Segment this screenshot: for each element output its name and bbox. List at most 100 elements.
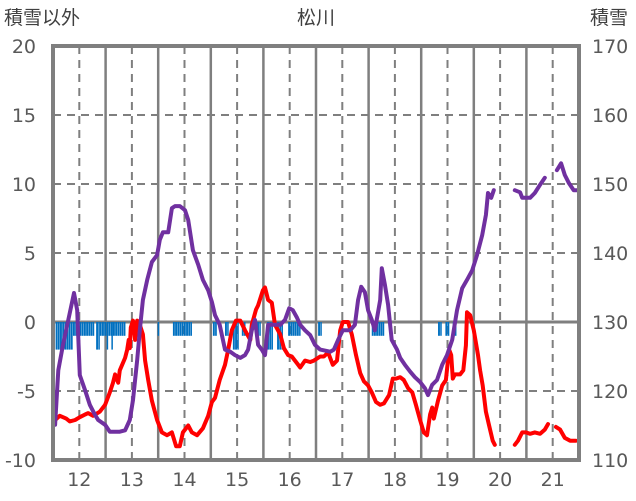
tick-labels: 12 13 14 15 16 17 18 19 20 21 20 15 10 5 0 -5 -10 170 160 1… bbox=[5, 36, 628, 491]
precip-bar bbox=[60, 322, 62, 350]
precip-bar bbox=[96, 322, 99, 350]
y-right-tick-label: 150 bbox=[592, 174, 628, 196]
precip-bar bbox=[292, 322, 295, 336]
precip-bar bbox=[99, 322, 102, 336]
precip-bar bbox=[177, 322, 180, 336]
precip-bar bbox=[269, 322, 272, 350]
left-axis-label: 積雪以外 bbox=[4, 7, 80, 29]
precip-bar bbox=[277, 322, 279, 350]
precip-bar bbox=[296, 322, 299, 336]
precip-bar bbox=[81, 322, 84, 336]
precip-bar bbox=[102, 322, 104, 336]
x-tick-label: 18 bbox=[383, 469, 407, 491]
precip-bar bbox=[172, 322, 175, 336]
y-left-tick-label: 5 bbox=[24, 243, 36, 265]
precip-bar bbox=[271, 322, 273, 350]
precip-bar bbox=[382, 322, 385, 336]
purple-series-line bbox=[512, 175, 547, 200]
x-tick-label: 19 bbox=[435, 469, 459, 491]
right-axis-label: 積雪 bbox=[590, 7, 628, 29]
x-tick-label: 13 bbox=[120, 469, 144, 491]
precip-bar bbox=[86, 322, 89, 336]
precip-bar bbox=[380, 322, 383, 336]
precip-bar bbox=[111, 322, 113, 350]
precip-bar bbox=[299, 322, 301, 336]
precip-bar bbox=[320, 322, 322, 336]
precip-bar bbox=[288, 322, 291, 336]
precip-bar bbox=[181, 322, 184, 336]
precip-bar bbox=[117, 322, 120, 336]
x-tick-label: 20 bbox=[488, 469, 512, 491]
y-right-tick-label: 160 bbox=[592, 105, 628, 127]
precip-bar bbox=[88, 322, 91, 336]
precip-bar bbox=[106, 322, 109, 350]
x-tick-label: 21 bbox=[541, 469, 565, 491]
precip-bar bbox=[66, 322, 69, 350]
precip-bar bbox=[227, 322, 229, 336]
precip-bar bbox=[119, 322, 122, 336]
precip-bar bbox=[98, 322, 100, 350]
precip-bar bbox=[115, 322, 118, 336]
precip-bar bbox=[186, 322, 188, 336]
precip-bar bbox=[259, 322, 261, 336]
y-left-tick-label: 15 bbox=[12, 105, 36, 127]
precip-bars bbox=[55, 322, 457, 350]
precip-bar bbox=[445, 322, 448, 336]
plot-frame bbox=[51, 44, 581, 462]
y-right-tick-label: 140 bbox=[592, 243, 628, 265]
x-tick-label: 12 bbox=[67, 469, 91, 491]
y-right-tick-label: 110 bbox=[592, 450, 628, 472]
y-left-tick-label: -5 bbox=[17, 381, 36, 403]
precip-bar bbox=[212, 322, 215, 336]
y-left-tick-label: 0 bbox=[24, 312, 36, 334]
precip-bar bbox=[237, 322, 239, 350]
y-left-tick-label: 20 bbox=[12, 36, 36, 58]
precip-bar bbox=[123, 322, 126, 336]
series-lines bbox=[53, 161, 579, 449]
precip-bar bbox=[112, 322, 115, 336]
x-tick-label: 14 bbox=[172, 469, 196, 491]
purple-series-line bbox=[554, 161, 579, 193]
precip-bar bbox=[438, 322, 440, 336]
precip-bar bbox=[55, 322, 58, 350]
precip-bar bbox=[68, 322, 71, 350]
purple-series-line bbox=[53, 188, 496, 434]
y-left-tick-label: -10 bbox=[5, 450, 36, 472]
precip-bar bbox=[183, 322, 186, 336]
precip-bar bbox=[440, 322, 442, 336]
y-left-tick-label: 10 bbox=[12, 174, 36, 196]
precip-bar bbox=[90, 322, 93, 336]
y-right-tick-label: 170 bbox=[592, 36, 628, 58]
x-tick-label: 15 bbox=[225, 469, 249, 491]
precip-bar bbox=[290, 322, 293, 336]
precip-bar bbox=[92, 322, 95, 336]
precip-bar bbox=[157, 322, 160, 336]
red-series-line bbox=[553, 424, 578, 443]
precip-bar bbox=[108, 322, 111, 336]
precip-bar bbox=[179, 322, 182, 336]
precip-bar bbox=[57, 322, 60, 350]
precip-bar bbox=[72, 322, 75, 336]
precip-bar bbox=[225, 322, 227, 336]
x-tick-label: 17 bbox=[330, 469, 354, 491]
precip-bar bbox=[83, 322, 86, 336]
precip-bar bbox=[294, 322, 297, 336]
precip-bar bbox=[104, 322, 107, 336]
precip-bar bbox=[190, 322, 192, 336]
precip-bar bbox=[447, 322, 450, 336]
precip-bar bbox=[175, 322, 178, 336]
precip-bar bbox=[318, 322, 320, 336]
precip-bar bbox=[215, 322, 217, 336]
precip-bar bbox=[232, 322, 235, 350]
y-right-tick-label: 120 bbox=[592, 381, 628, 403]
precip-bar bbox=[70, 322, 73, 350]
red-series-line bbox=[53, 285, 497, 449]
precip-bar bbox=[188, 322, 191, 336]
precip-bar bbox=[79, 322, 82, 336]
precip-bar bbox=[235, 322, 237, 350]
chart-title: 松川 bbox=[297, 7, 335, 29]
red-series-line bbox=[512, 422, 550, 447]
precip-bar bbox=[121, 322, 124, 336]
precip-bar bbox=[378, 322, 381, 336]
